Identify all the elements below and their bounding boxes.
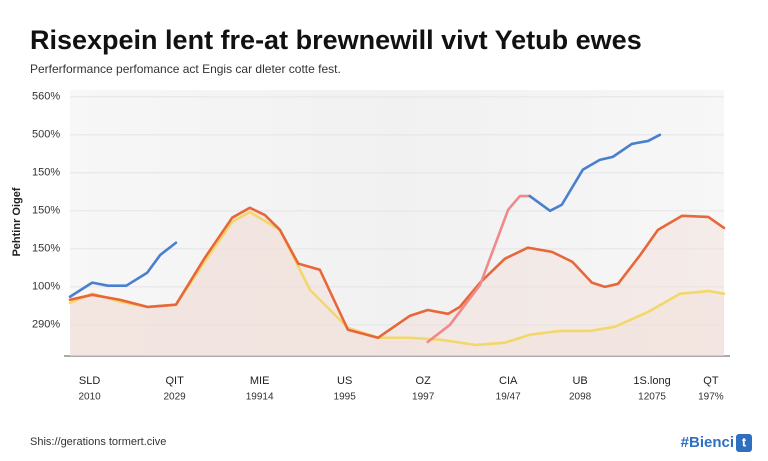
source-note: Shis://gerations tormert.cive: [30, 436, 166, 448]
x-tick-sublabel: 2029: [164, 392, 187, 403]
y-tick-label: 150%: [32, 243, 60, 255]
x-tick-label: UB: [572, 375, 587, 387]
x-tick-sublabel: 2098: [569, 392, 592, 403]
series-line: [68, 206, 726, 340]
plot: 290% 100% 150% 150% 150% 500% 560% SLD 2010 QIT 20…: [32, 91, 730, 403]
y-tick-label: 560%: [32, 91, 60, 103]
brand: #Bienci: [681, 434, 734, 451]
x-tick-label: CIA: [499, 375, 518, 387]
x-tick-label: 1S.long: [633, 375, 670, 387]
y-tick-label: 290%: [32, 319, 60, 331]
y-tick-label: 150%: [32, 205, 60, 217]
plot-background: [70, 90, 724, 356]
x-tick-label: MIE: [250, 375, 270, 387]
chart-subtitle: Perferformance perfomance act Engis car …: [30, 62, 341, 76]
series-line: [528, 133, 662, 213]
x-tick-label: SLD: [79, 375, 100, 387]
chart-title: Risexpein lent fre-at brewnewill vivt Ye…: [30, 25, 642, 55]
x-tick-sublabel: 197%: [698, 392, 724, 403]
x-tick-label: OZ: [416, 375, 432, 387]
x-tick-sublabel: 1997: [412, 392, 435, 403]
brand-icon-box: [736, 434, 752, 452]
x-tick-label: QIT: [165, 375, 184, 387]
x-tick-sublabel: 1995: [334, 392, 357, 403]
y-tick-label: 150%: [32, 167, 60, 179]
x-tick-sublabel: 19914: [246, 392, 274, 403]
x-tick-label: US: [337, 375, 352, 387]
x-tick-sublabel: 19/47: [496, 392, 521, 403]
x-tick-sublabel: 12075: [638, 392, 666, 403]
series-line: [68, 241, 178, 299]
series-area: [70, 211, 724, 356]
series-line: [426, 194, 532, 344]
x-tick-label: QT: [703, 375, 719, 387]
y-tick-label: 500%: [32, 129, 60, 141]
x-tick-sublabel: 2010: [78, 392, 101, 403]
y-axis-label: Pehtinr Oigef: [11, 187, 23, 256]
y-tick-label: 100%: [32, 281, 60, 293]
series-area: [70, 207, 724, 356]
brand-icon: t: [742, 434, 747, 449]
